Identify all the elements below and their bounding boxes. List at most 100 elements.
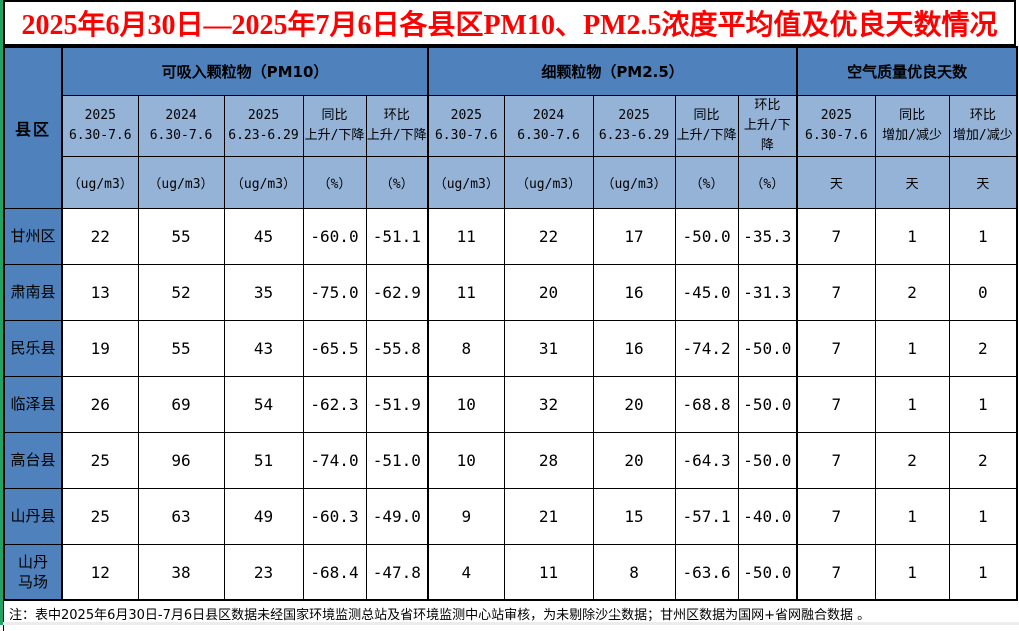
data-cell: 55: [137, 207, 225, 265]
data-cell: 35: [223, 263, 304, 321]
county-cell: 山丹县: [3, 487, 63, 545]
data-cell: 22: [61, 207, 139, 265]
corner-header-cell: 县区: [3, 46, 63, 209]
unit-header-cell: （%）: [365, 155, 429, 209]
data-cell: -50.0: [737, 375, 798, 433]
data-cell: 8: [592, 543, 676, 601]
table-row: 山丹 马场 12 38 23 -68.4 -47.8 4 11 8 -63.6 …: [3, 543, 1018, 601]
data-cell: 20: [592, 431, 676, 489]
table-row: 肃南县 13 52 35 -75.0 -62.9 11 20 16 -45.0 …: [3, 263, 1018, 321]
unit-header-row: （ug/m3） （ug/m3） （ug/m3） （%） （%） （ug/m3） …: [4, 155, 1018, 209]
data-cell: 43: [223, 319, 304, 377]
data-cell: -63.6: [674, 543, 739, 601]
data-cell: 1: [948, 487, 1018, 545]
window-edge-strip: [0, 0, 3, 625]
page-title: 2025年6月30日—2025年7月6日各县区PM10、PM2.5浓度平均值及优…: [3, 0, 1016, 46]
county-cell: 民乐县: [3, 319, 63, 377]
period-header-row: 2025 6.30-7.6 2024 6.30-7.6 2025 6.23-6.…: [4, 94, 1018, 157]
data-cell: -50.0: [737, 319, 798, 377]
period-header-cell: 2025 6.23-6.29: [223, 94, 304, 157]
data-cell: -51.0: [365, 431, 429, 489]
period-header-cell: 2024 6.30-7.6: [137, 94, 225, 157]
data-cell: 8: [427, 319, 505, 377]
data-cell: 63: [137, 487, 225, 545]
data-cell: 38: [137, 543, 225, 601]
period-header-cell: 2025 6.23-6.29: [592, 94, 676, 157]
data-cell: 52: [137, 263, 225, 321]
data-cell: 1: [948, 375, 1018, 433]
data-cell: 51: [223, 431, 304, 489]
data-cell: 1: [948, 207, 1018, 265]
data-cell: 11: [503, 543, 594, 601]
data-cell: -50.0: [737, 543, 798, 601]
data-cell: 7: [796, 487, 876, 545]
data-cell: 1: [874, 375, 950, 433]
data-cell: 11: [427, 263, 505, 321]
period-header-cell: 环比 增加/减少: [948, 94, 1018, 157]
period-header-cell: 同比 上升/下降: [674, 94, 739, 157]
data-cell: 22: [503, 207, 594, 265]
data-cell: 13: [61, 263, 139, 321]
data-cell: -62.9: [365, 263, 429, 321]
data-cell: -74.2: [674, 319, 739, 377]
unit-header-cell: （ug/m3）: [137, 155, 225, 209]
group-header-row: 县区 可吸入颗粒物（PM10） 细颗粒物（PM2.5） 空气质量优良天数: [3, 46, 1018, 209]
data-cell: 2: [948, 319, 1018, 377]
table-row: 甘州区 22 55 45 -60.0 -51.1 11 22 17 -50.0 …: [3, 207, 1018, 265]
data-cell: 7: [796, 207, 876, 265]
data-cell: 96: [137, 431, 225, 489]
county-cell: 临泽县: [3, 375, 63, 433]
data-cell: -47.8: [365, 543, 429, 601]
data-cell: 26: [61, 375, 139, 433]
data-cell: 28: [503, 431, 594, 489]
data-cell: 16: [592, 263, 676, 321]
data-cell: 7: [796, 319, 876, 377]
data-cell: 1: [874, 319, 950, 377]
data-cell: 25: [61, 431, 139, 489]
period-header-cell: 同比 增加/减少: [874, 94, 950, 157]
data-cell: 1: [874, 487, 950, 545]
group-header-pm25: 细颗粒物（PM2.5）: [427, 46, 798, 96]
data-cell: 7: [796, 543, 876, 601]
data-cell: 2: [874, 431, 950, 489]
county-cell: 山丹 马场: [3, 543, 63, 601]
data-cell: 19: [61, 319, 139, 377]
data-cell: 55: [137, 319, 225, 377]
report-content: 2025年6月30日—2025年7月6日各县区PM10、PM2.5浓度平均值及优…: [3, 0, 1019, 631]
data-cell: -35.3: [737, 207, 798, 265]
unit-header-cell: （ug/m3）: [61, 155, 139, 209]
data-cell: -60.0: [302, 207, 367, 265]
county-cell: 甘州区: [3, 207, 63, 265]
data-cell: 15: [592, 487, 676, 545]
data-cell: -31.3: [737, 263, 798, 321]
data-cell: -55.8: [365, 319, 429, 377]
data-cell: 54: [223, 375, 304, 433]
period-header-cell: 2025 6.30-7.6: [796, 94, 876, 157]
period-header-cell: 环比 上升/下降: [737, 94, 798, 157]
data-cell: 17: [592, 207, 676, 265]
data-cell: -49.0: [365, 487, 429, 545]
data-cell: -51.9: [365, 375, 429, 433]
data-cell: -62.3: [302, 375, 367, 433]
data-cell: 1: [874, 207, 950, 265]
data-cell: 23: [223, 543, 304, 601]
data-cell: 16: [592, 319, 676, 377]
data-cell: -50.0: [674, 207, 739, 265]
footnote: 注：表中2025年6月30日-7月6日县区数据未经国家环境监测总站及省环境监测中…: [3, 601, 1016, 631]
unit-header-cell: （ug/m3）: [427, 155, 505, 209]
county-cell: 高台县: [3, 431, 63, 489]
county-cell: 肃南县: [3, 263, 63, 321]
data-cell: -64.3: [674, 431, 739, 489]
data-cell: 20: [592, 375, 676, 433]
data-cell: -68.4: [302, 543, 367, 601]
data-cell: 69: [137, 375, 225, 433]
data-cell: 21: [503, 487, 594, 545]
data-cell: 10: [427, 375, 505, 433]
table-row: 高台县 25 96 51 -74.0 -51.0 10 28 20 -64.3 …: [3, 431, 1018, 489]
data-cell: 4: [427, 543, 505, 601]
window-bottom-strip: [3, 622, 1019, 625]
table-row: 民乐县 19 55 43 -65.5 -55.8 8 31 16 -74.2 -…: [3, 319, 1018, 377]
data-cell: 1: [874, 543, 950, 601]
period-header-cell: 2025 6.30-7.6: [61, 94, 139, 157]
unit-header-cell: （ug/m3）: [503, 155, 594, 209]
